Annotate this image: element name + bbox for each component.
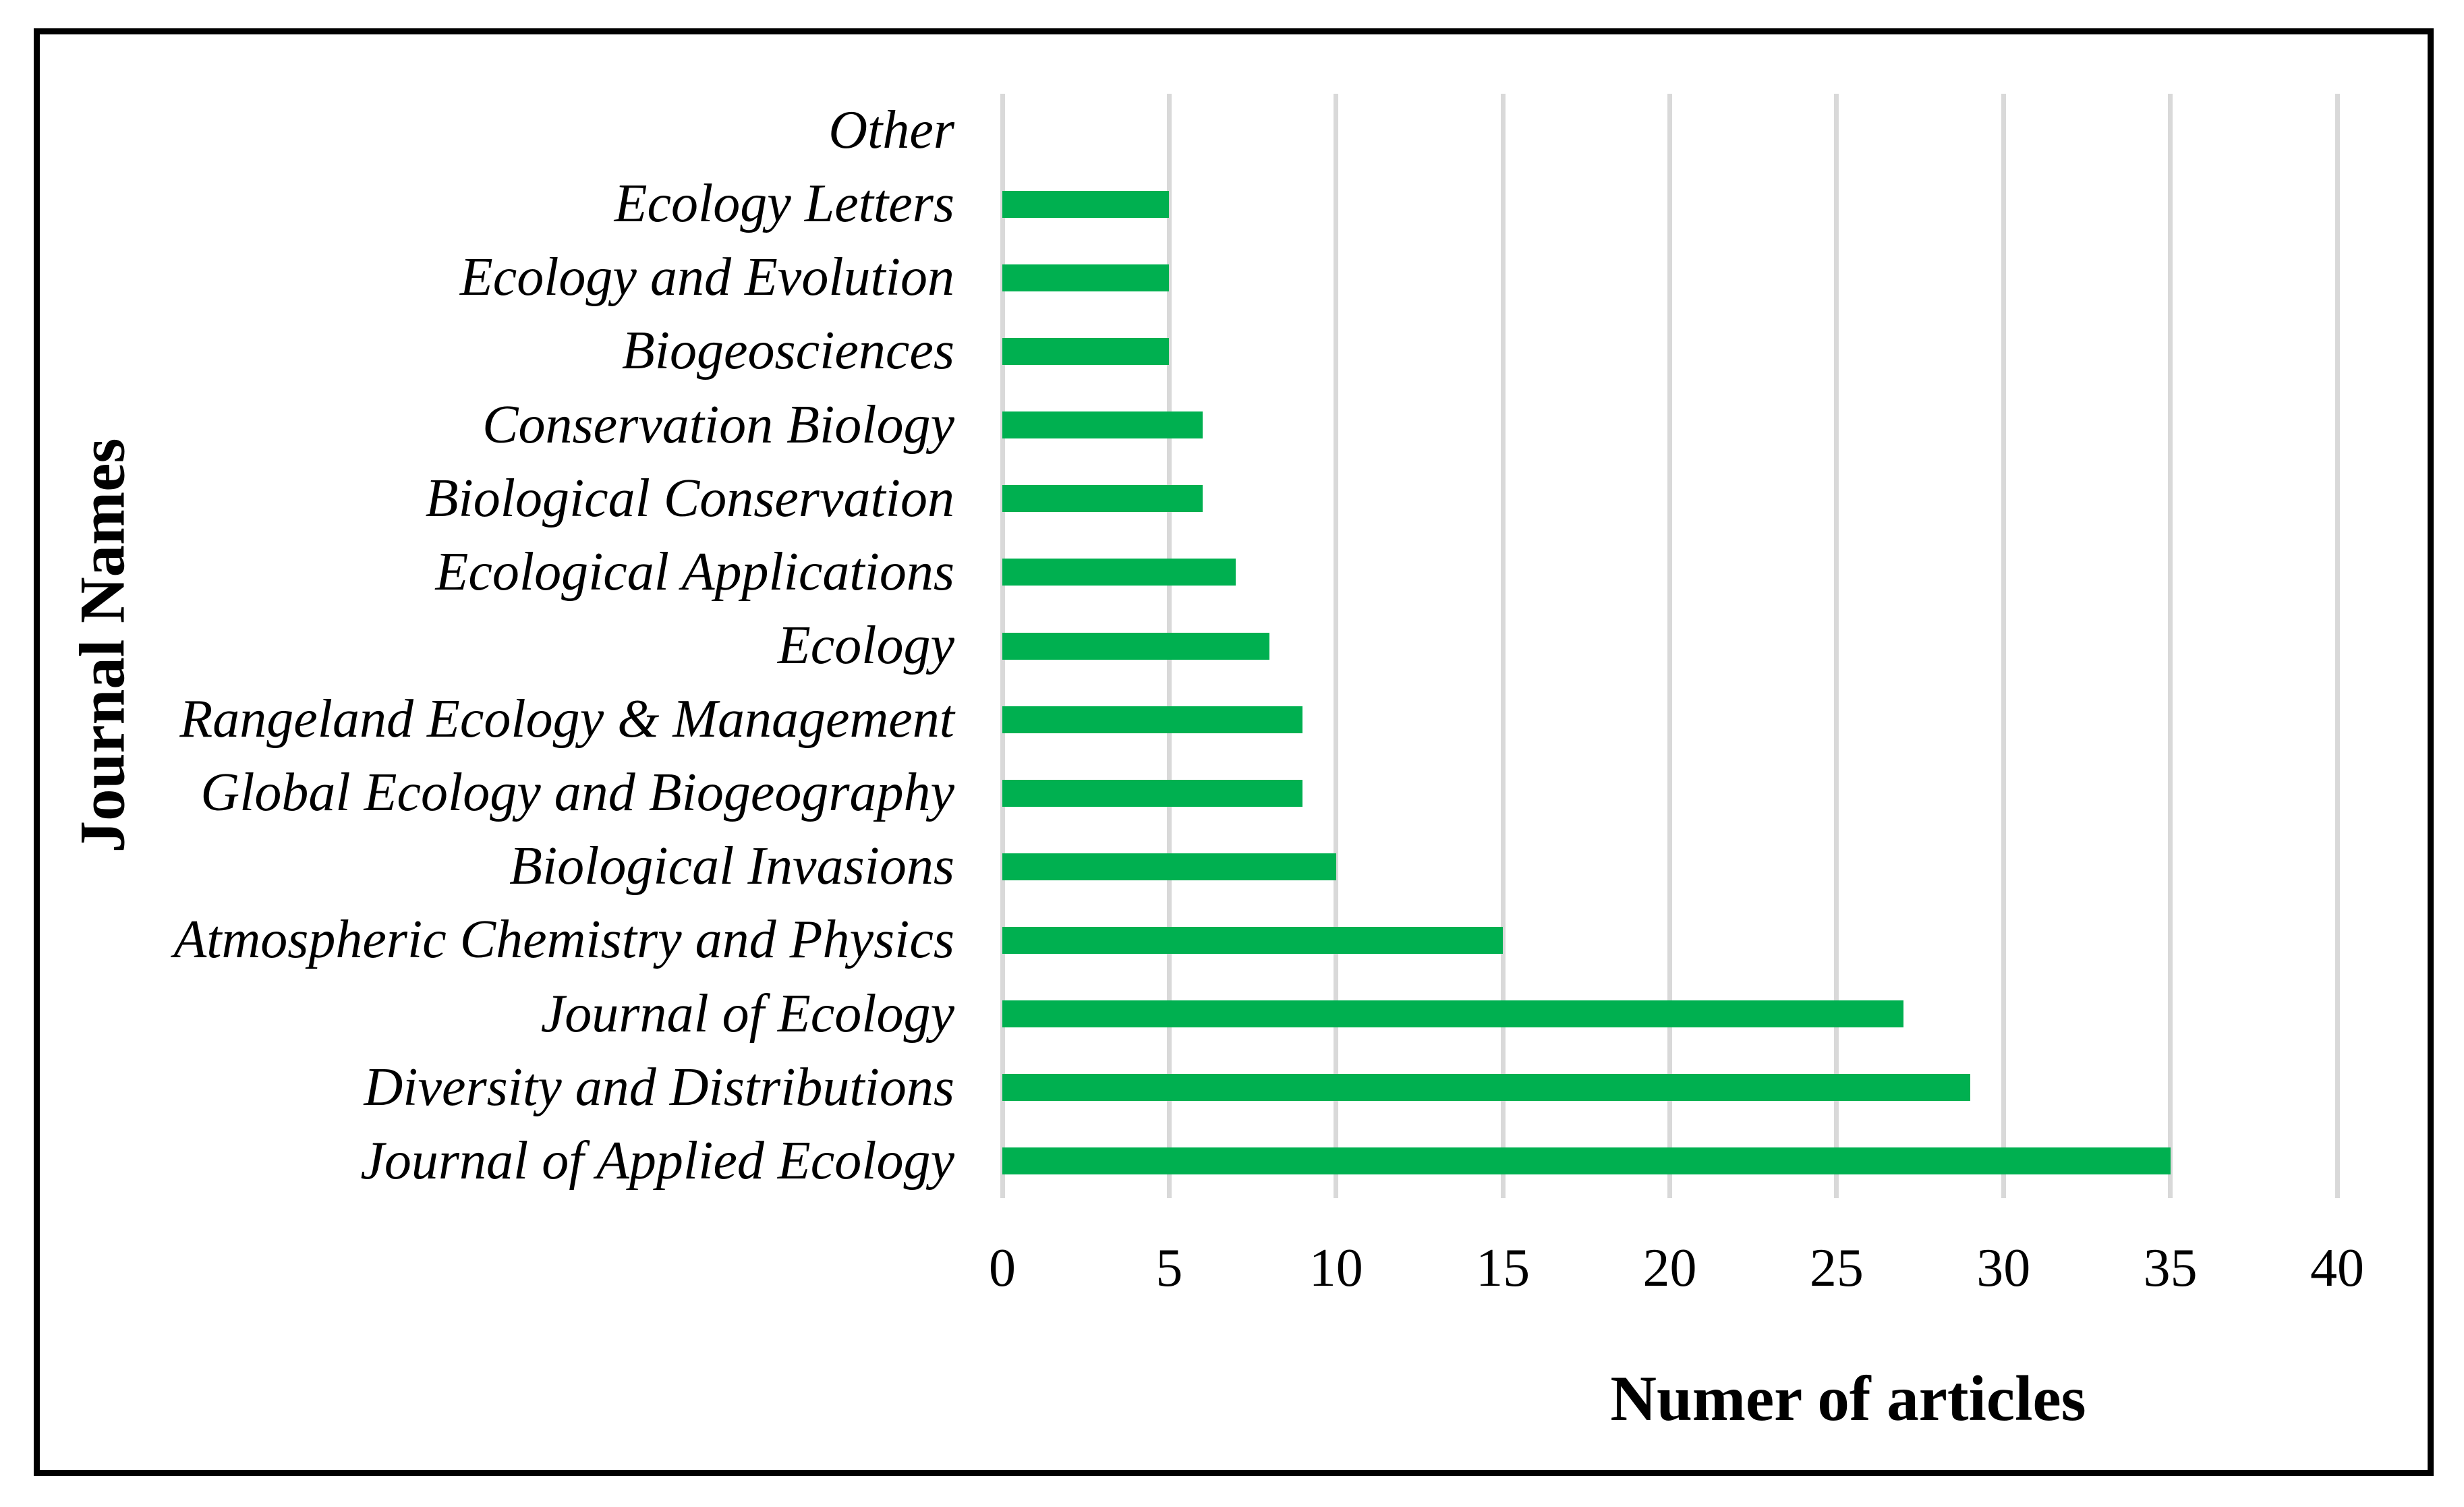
category-label: Journal of Ecology [540,984,954,1044]
x-axis-title: Numer of articles [1610,1363,2086,1434]
category-label: Biological Invasions [509,836,954,897]
bar [1002,1000,1903,1028]
category-label: Diversity and Distributions [364,1057,954,1117]
bar [1002,485,1203,513]
gridline [1500,94,1506,1198]
bar [1002,632,1269,660]
x-tick-label: 35 [2143,1239,2198,1298]
bar [1002,190,1170,218]
bar [1002,706,1303,733]
bar [1002,264,1170,291]
x-tick-label: 40 [2310,1239,2364,1298]
gridline [1667,94,1672,1198]
category-label: Global Ecology and Biogeography [200,763,954,823]
category-label: Journal of Applied Ecology [360,1131,954,1191]
category-label: Rangeland Ecology & Management [179,689,954,749]
x-tick-label: 25 [1809,1239,1864,1298]
bar [1002,779,1303,807]
x-tick-label: 30 [1976,1239,2031,1298]
category-label: Biological Conservation [425,468,954,528]
category-label: Ecology [777,615,954,675]
category-label: Other [828,101,954,160]
bar [1002,1074,1970,1102]
gridline [1334,94,1339,1198]
y-axis-title: Journal Names [66,438,138,853]
category-label: Conservation Biology [482,395,954,455]
gridline [2168,94,2173,1198]
category-label: Biogeosciences [621,321,954,381]
category-label: Ecology Letters [614,174,954,234]
bar [1002,559,1236,586]
plot-area [1000,94,2340,1198]
x-tick-label: 0 [989,1239,1016,1298]
bar [1002,1147,2171,1175]
bar [1002,853,1336,880]
x-tick-label: 20 [1642,1239,1697,1298]
bar [1002,927,1503,955]
gridline [2334,94,2340,1198]
x-tick-label: 15 [1476,1239,1530,1298]
gridline [2001,94,2006,1198]
bar [1002,411,1203,439]
x-tick-label: 10 [1309,1239,1363,1298]
gridline [1834,94,1839,1198]
chart-outer-border [34,28,2434,1476]
category-label: Ecology and Evolution [459,248,954,308]
x-tick-label: 5 [1155,1239,1183,1298]
category-label: Atmospheric Chemistry and Physics [173,910,954,970]
bar [1002,337,1170,365]
category-label: Ecological Applications [435,542,954,602]
